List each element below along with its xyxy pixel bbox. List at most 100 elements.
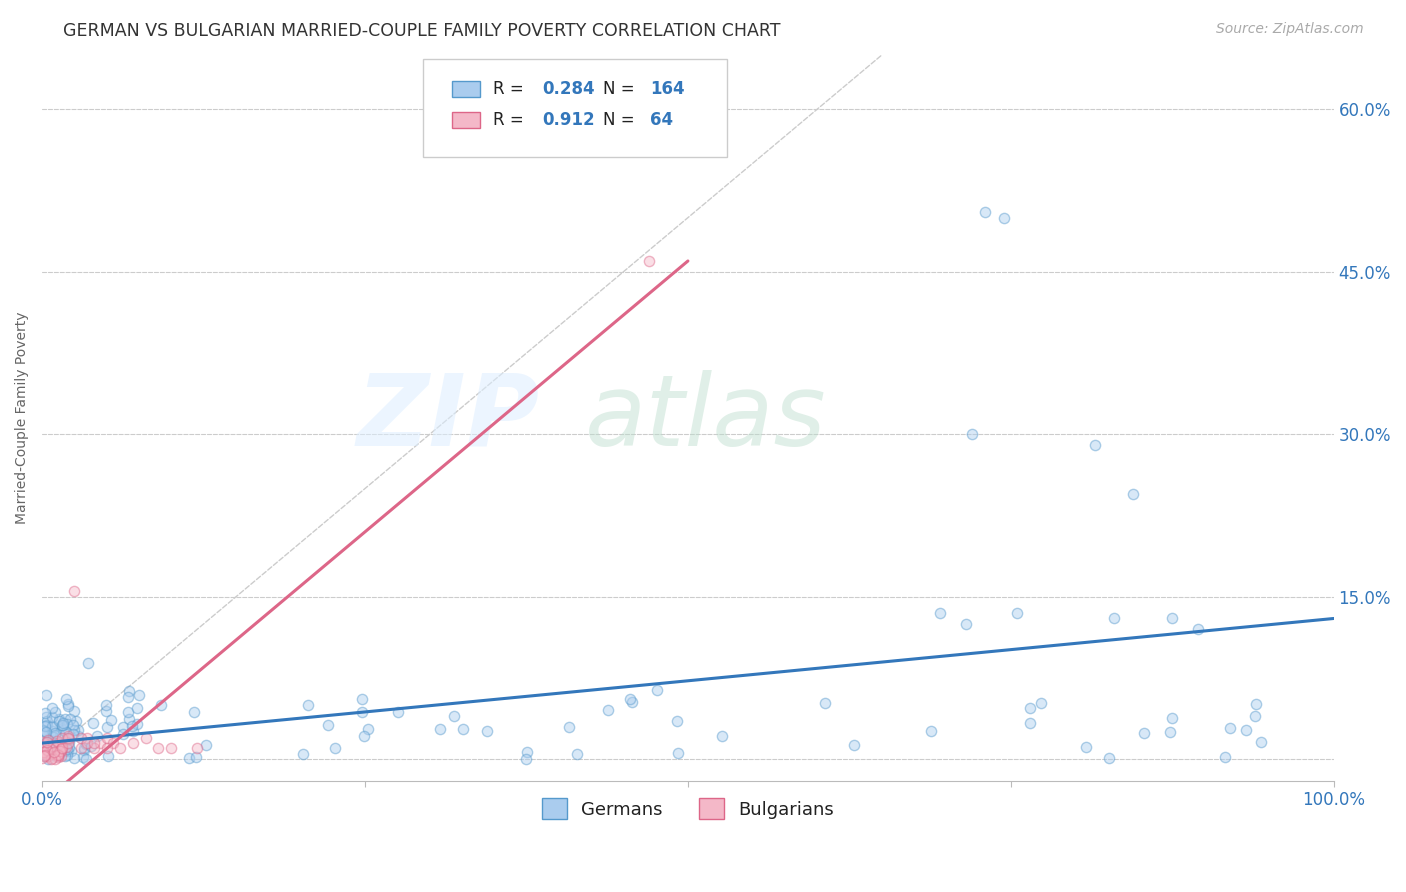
Point [62, 727, 84, 741]
Point [32, 745, 55, 759]
Point [31, 750, 53, 764]
Point [58, 739, 80, 754]
Point [160, 741, 183, 756]
Point [710, 729, 733, 743]
Point [38, 748, 60, 763]
Point [44, 705, 66, 719]
Point [1074, 740, 1097, 755]
Point [297, 698, 319, 713]
Point [35, 714, 58, 728]
Point [38, 748, 60, 763]
Point [34, 740, 56, 755]
Point [34, 738, 56, 752]
Point [39, 752, 62, 766]
Text: ZIP: ZIP [356, 369, 540, 467]
Point [44, 752, 66, 766]
Point [32, 748, 55, 763]
Point [32, 745, 55, 759]
Point [1250, 735, 1272, 749]
Point [32, 737, 55, 751]
Point [55, 717, 77, 731]
Point [515, 751, 537, 765]
Point [127, 701, 149, 715]
Point [34, 747, 56, 762]
Point [475, 724, 498, 739]
Point [1098, 750, 1121, 764]
Legend: Germans, Bulgarians: Germans, Bulgarians [534, 791, 842, 826]
Point [72, 742, 94, 756]
Point [111, 720, 134, 734]
Point [75, 752, 97, 766]
Point [51, 723, 73, 737]
Point [955, 616, 977, 631]
Point [1084, 438, 1107, 452]
Point [183, 705, 205, 719]
Point [1133, 726, 1156, 740]
Point [48, 714, 70, 729]
Point [53, 748, 76, 763]
Point [56, 731, 79, 745]
Y-axis label: Married-Couple Family Poverty: Married-Couple Family Poverty [15, 312, 30, 524]
Point [112, 726, 135, 740]
Point [48, 734, 70, 748]
Point [1122, 487, 1144, 501]
Point [51, 731, 73, 745]
Point [148, 741, 170, 756]
Point [44, 726, 66, 740]
Point [94, 698, 117, 712]
Point [48, 737, 70, 751]
Point [1102, 611, 1125, 625]
Point [34, 736, 56, 750]
Point [63, 704, 86, 718]
Point [56, 698, 79, 713]
Point [70, 731, 93, 745]
Point [38, 747, 60, 761]
Point [118, 683, 141, 698]
Point [82, 716, 104, 731]
Point [352, 705, 374, 719]
Point [974, 205, 997, 219]
Point [108, 741, 131, 756]
Point [48, 747, 70, 762]
Point [51, 739, 73, 753]
Point [41, 710, 63, 724]
Point [350, 691, 373, 706]
Point [960, 427, 983, 442]
Point [353, 729, 375, 743]
Point [1244, 709, 1267, 723]
Point [117, 706, 139, 720]
Point [292, 747, 315, 762]
Point [1219, 721, 1241, 735]
Text: N =: N = [603, 80, 640, 98]
Point [814, 696, 837, 710]
Point [100, 714, 122, 728]
Point [134, 731, 156, 745]
Point [73, 741, 96, 756]
Point [63, 751, 86, 765]
Point [32, 747, 55, 762]
Text: GERMAN VS BULGARIAN MARRIED-COUPLE FAMILY POVERTY CORRELATION CHART: GERMAN VS BULGARIAN MARRIED-COUPLE FAMIL… [63, 22, 780, 40]
Point [1187, 623, 1209, 637]
Point [666, 714, 689, 728]
Point [928, 606, 950, 620]
Point [49, 748, 72, 763]
Point [83, 736, 105, 750]
Point [70, 741, 93, 756]
Point [55, 692, 77, 706]
Point [103, 736, 125, 750]
Point [195, 739, 218, 753]
Point [323, 741, 346, 756]
Point [35, 735, 58, 749]
Point [51, 744, 73, 758]
Text: 164: 164 [651, 80, 685, 98]
Point [443, 709, 465, 723]
Point [1213, 749, 1236, 764]
Point [1019, 716, 1042, 731]
Point [121, 723, 143, 738]
Point [52, 718, 75, 732]
Point [32, 723, 55, 738]
Point [49, 736, 72, 750]
Point [35, 743, 58, 757]
Point [56, 748, 79, 763]
Point [32, 723, 55, 737]
